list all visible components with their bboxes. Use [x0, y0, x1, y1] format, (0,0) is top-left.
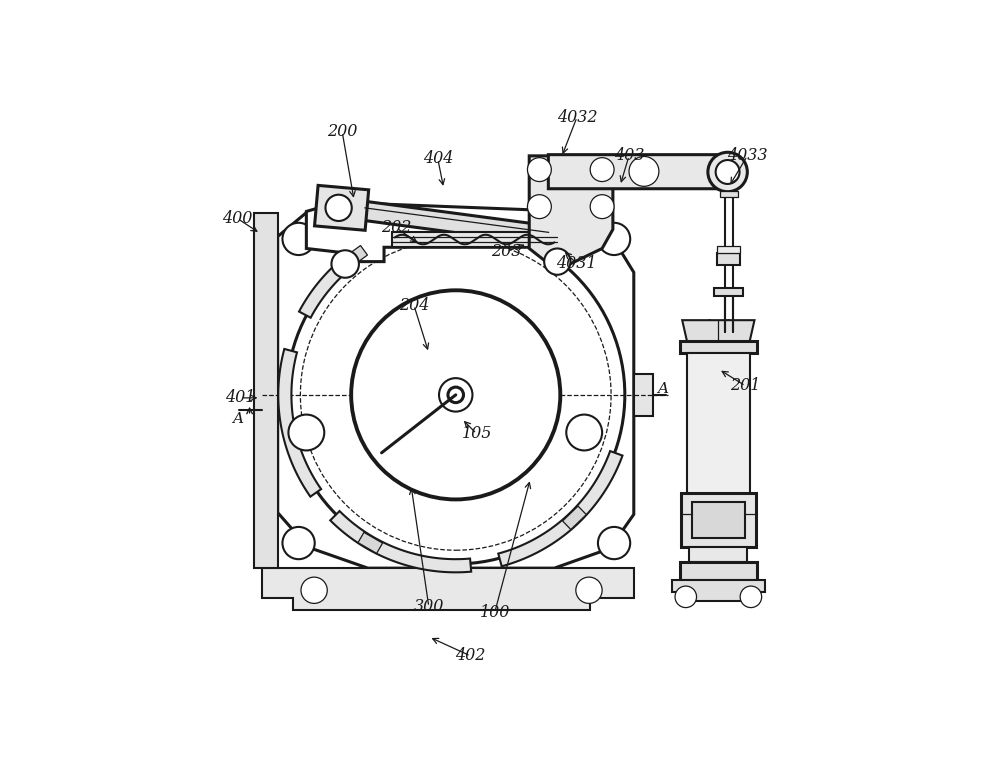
- Bar: [681, 494, 756, 547]
- Circle shape: [288, 414, 324, 450]
- Polygon shape: [330, 511, 471, 573]
- Polygon shape: [306, 203, 566, 262]
- Polygon shape: [634, 374, 653, 416]
- Text: 100: 100: [479, 605, 510, 622]
- Circle shape: [544, 248, 570, 275]
- Circle shape: [331, 251, 359, 278]
- Text: 201: 201: [730, 377, 761, 394]
- Text: 4033: 4033: [727, 147, 768, 165]
- Circle shape: [527, 195, 551, 219]
- Circle shape: [351, 290, 560, 500]
- Bar: [692, 502, 745, 539]
- Bar: [689, 547, 747, 562]
- Circle shape: [566, 414, 602, 450]
- Text: 105: 105: [461, 425, 492, 442]
- Polygon shape: [358, 532, 383, 553]
- Polygon shape: [563, 506, 586, 529]
- Bar: [717, 246, 740, 253]
- Text: A: A: [658, 382, 669, 396]
- Polygon shape: [672, 580, 765, 601]
- Bar: [720, 191, 738, 197]
- Circle shape: [527, 158, 551, 182]
- Text: 203: 203: [491, 243, 522, 260]
- Polygon shape: [498, 451, 622, 566]
- Circle shape: [716, 160, 740, 184]
- Circle shape: [598, 223, 630, 255]
- Polygon shape: [299, 220, 427, 317]
- Polygon shape: [315, 185, 369, 230]
- Polygon shape: [343, 245, 367, 268]
- Circle shape: [740, 586, 762, 608]
- Circle shape: [708, 152, 747, 192]
- Circle shape: [282, 527, 315, 559]
- Bar: [687, 353, 750, 502]
- Bar: [680, 562, 757, 580]
- Bar: [714, 288, 743, 296]
- Circle shape: [590, 195, 614, 219]
- Circle shape: [325, 195, 352, 221]
- Text: 204: 204: [399, 296, 429, 314]
- Text: 4032: 4032: [557, 109, 597, 126]
- Circle shape: [282, 223, 315, 255]
- Bar: [680, 341, 757, 353]
- Text: 200: 200: [327, 123, 357, 140]
- Circle shape: [598, 527, 630, 559]
- Text: 402: 402: [455, 647, 486, 664]
- Polygon shape: [548, 154, 741, 189]
- Circle shape: [590, 158, 614, 182]
- Text: 401: 401: [225, 390, 256, 407]
- Circle shape: [287, 226, 625, 564]
- Text: 404: 404: [423, 151, 453, 168]
- Polygon shape: [254, 213, 278, 568]
- Polygon shape: [363, 201, 550, 244]
- Circle shape: [576, 577, 602, 604]
- Text: A: A: [232, 412, 243, 426]
- Bar: [392, 232, 557, 248]
- Bar: [717, 253, 740, 265]
- Circle shape: [301, 577, 327, 604]
- Polygon shape: [278, 213, 634, 568]
- Text: 300: 300: [414, 598, 444, 615]
- Polygon shape: [529, 156, 613, 266]
- Circle shape: [629, 157, 659, 186]
- Polygon shape: [278, 349, 321, 497]
- Text: 400: 400: [222, 210, 253, 227]
- Polygon shape: [262, 568, 634, 610]
- Text: 403: 403: [614, 147, 644, 165]
- Text: 202: 202: [381, 219, 411, 236]
- Circle shape: [448, 387, 464, 403]
- Circle shape: [439, 378, 472, 411]
- Text: 4031: 4031: [556, 255, 597, 272]
- Circle shape: [675, 586, 697, 608]
- Polygon shape: [682, 320, 754, 341]
